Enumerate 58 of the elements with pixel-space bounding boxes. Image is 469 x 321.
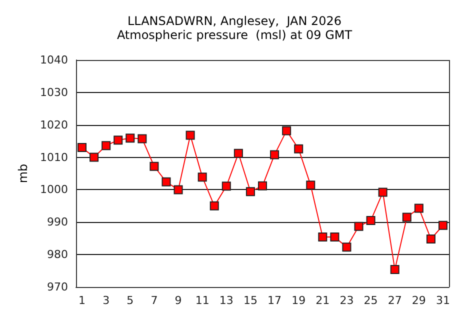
x-tick-label: 13 [219,294,234,307]
point [342,242,352,252]
x-tick-label: 15 [243,294,258,307]
x-tick-label: 9 [174,294,182,307]
point [330,232,340,242]
x-tick-label: 29 [412,294,426,307]
point [102,141,111,150]
x-tick-label: 21 [316,294,330,307]
x-tick-label: 11 [195,294,210,307]
point [198,172,207,182]
chart-title: LLANSADWRN, Anglesey, JAN 2026 [127,14,342,28]
point [366,216,376,226]
y-tick-label: 980 [47,248,68,262]
point [210,201,219,210]
x-tick-label: 7 [150,294,158,307]
point [318,232,328,242]
point [138,134,147,144]
point [426,234,436,244]
point [294,144,304,154]
y-axis-title: mb [16,164,30,184]
y-tick-label: 1030 [40,86,68,99]
y-tick-label: 1010 [40,150,68,164]
point [114,136,123,145]
x-tick-label: 5 [126,294,134,307]
point [174,185,183,194]
point [90,152,99,162]
point [270,150,280,160]
x-tick-label: 19 [292,294,306,307]
y-tick-label: 970 [47,280,68,294]
point [150,162,159,171]
y-tick-label: 1000 [40,183,68,196]
y-tick-label: 1040 [40,54,68,66]
point [378,188,388,197]
point [246,187,255,196]
point [438,220,448,230]
x-tick-label: 25 [364,294,378,307]
x-tick-label: 23 [340,294,354,307]
y-tick-label: 990 [47,216,68,229]
x-tick-label: 1 [78,294,86,307]
point [390,264,400,274]
point [414,204,424,213]
point [234,148,243,158]
chart-subtitle: Atmospheric pressure (msl) at 09 GMT [116,28,353,42]
point [306,180,316,190]
point [258,181,267,190]
x-tick-label: 17 [268,294,282,307]
point [402,212,412,222]
point [354,222,364,231]
point [162,177,171,186]
point [78,143,87,152]
x-tick-label: 27 [388,294,402,307]
point [222,182,231,191]
point [282,126,292,136]
x-tick-label: 31 [436,294,450,307]
y-tick-label: 1020 [40,118,68,132]
point [126,134,135,143]
point [186,130,195,140]
x-tick-label: 3 [102,294,110,307]
